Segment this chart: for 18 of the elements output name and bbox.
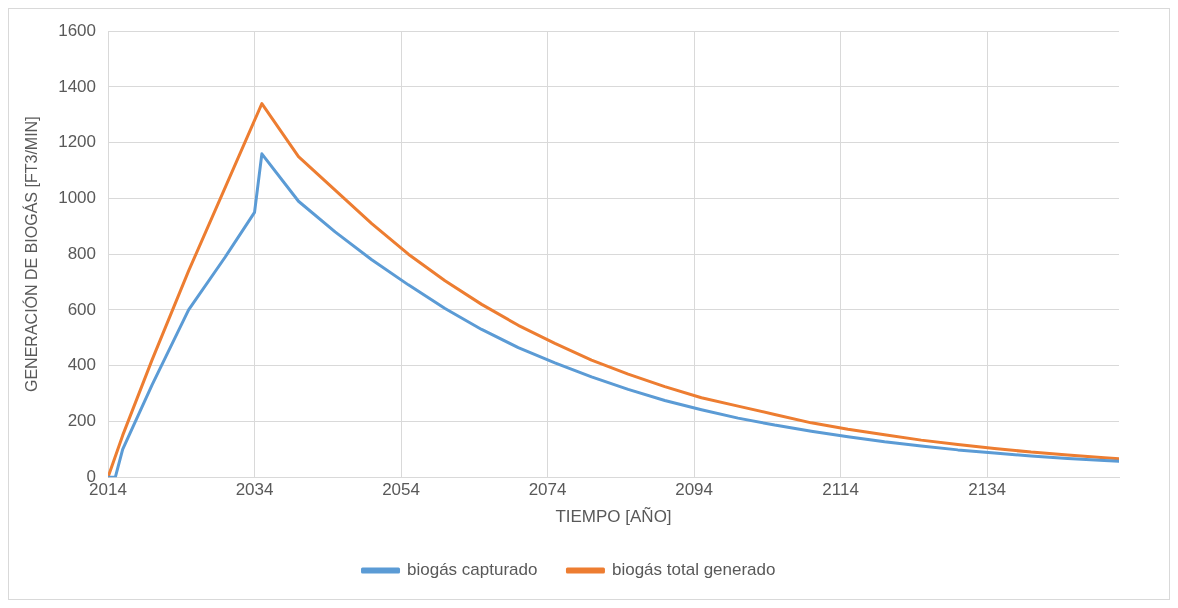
- y-tick-label: 400: [67, 355, 97, 375]
- x-tick-label: 2094: [675, 480, 714, 500]
- x-tick-label: 2054: [382, 480, 420, 500]
- y-tick-label: 600: [67, 299, 97, 319]
- y-axis-title: GENERACIÓN DE BIOGÁS [FT3/MIN]: [22, 116, 41, 392]
- x-tick-label: 2034: [235, 480, 274, 500]
- x-tick-label: 2134: [968, 480, 1007, 500]
- legend-label: biogás capturado: [407, 560, 538, 580]
- y-tick-label: 1600: [58, 20, 97, 40]
- y-tick-label: 1400: [58, 76, 97, 96]
- y-tick-label: 200: [67, 411, 97, 431]
- legend-label: biogás total generado: [611, 560, 776, 580]
- y-tick-label: 800: [67, 243, 97, 263]
- y-tick-label: 1000: [58, 188, 97, 208]
- x-tick-label: 2114: [822, 480, 859, 500]
- y-tick-label: 1200: [58, 132, 97, 152]
- x-tick-label: 2074: [528, 480, 567, 500]
- x-axis-title: TIEMPO [AÑO]: [555, 507, 672, 527]
